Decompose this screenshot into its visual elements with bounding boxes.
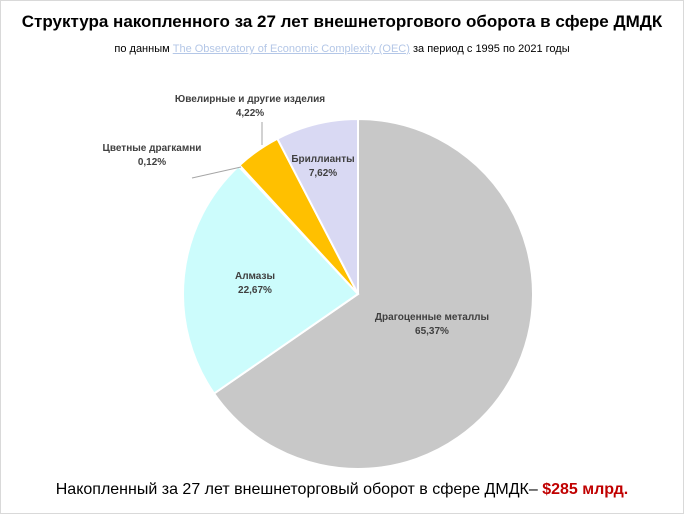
subtitle-prefix: по данным <box>114 43 173 55</box>
footer-text: Накопленный за 27 лет внешнеторговый обо… <box>55 481 543 498</box>
slice-value-label: 4,22% <box>236 108 264 119</box>
footer-summary: Накопленный за 27 лет внешнеторговый обо… <box>0 481 684 499</box>
slice-name-label: Цветные драгкамни <box>103 143 202 154</box>
pie-slices <box>182 117 534 470</box>
slice-name-label: Драгоценные металлы <box>375 312 489 323</box>
pie-slice <box>276 117 359 295</box>
slice-name-label: Бриллианты <box>291 154 354 165</box>
footer-total: $285 млрд <box>542 481 624 498</box>
slice-value-label: 22,67% <box>238 285 272 296</box>
footer-period: . <box>623 481 629 498</box>
slice-name-label: Алмазы <box>235 271 275 282</box>
slice-value-label: 7,62% <box>309 168 337 179</box>
slice-name-label: Ювелирные и другие изделия <box>175 94 325 105</box>
chart-title: Структура накопленного за 27 лет внешнет… <box>21 12 663 31</box>
source-link[interactable]: The Observatory of Economic Complexity (… <box>172 43 410 55</box>
chart-subtitle: по данным The Observatory of Economic Co… <box>0 43 684 55</box>
leader-lines <box>191 122 263 179</box>
pie-slice <box>182 164 360 395</box>
slice-value-label: 0,12% <box>138 157 166 168</box>
slice-labels: Драгоценные металлы 65,37% Алмазы 22,67% Цве… <box>103 94 490 337</box>
slice-value-label: 65,37% <box>415 326 449 337</box>
subtitle-suffix: за период с 1995 по 2021 годы <box>409 43 570 55</box>
leader-line <box>191 166 242 179</box>
pie-slice <box>212 117 534 470</box>
